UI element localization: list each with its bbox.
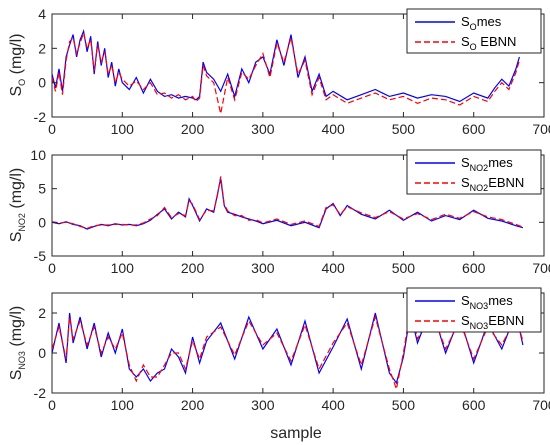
panel-sno3-ylabel: SNO3 (mg/l) bbox=[8, 306, 27, 381]
panel-so-xtick-label: 500 bbox=[392, 121, 416, 137]
panel-sno3-xtick-label: 400 bbox=[321, 397, 345, 413]
panel-sno2-legend-box bbox=[406, 149, 542, 195]
panel-so-legend-box bbox=[406, 8, 542, 54]
panel-so: SO (mg/l) 0100200300400500600700-2024SOm… bbox=[8, 6, 550, 137]
panel-so-ytick-label: 2 bbox=[38, 40, 46, 56]
panel-so-xtick-label: 700 bbox=[532, 121, 550, 137]
panel-sno2-ylabel: SNO2 (mg/l) bbox=[8, 168, 27, 243]
panel-sno3-ytick-label: -2 bbox=[34, 385, 47, 401]
panel-so-xtick-label: 200 bbox=[181, 121, 205, 137]
panel-sno3-xtick-label: 100 bbox=[111, 397, 135, 413]
panel-sno2-legend: SNO2mes SNO2EBNN bbox=[406, 149, 542, 195]
panel-so-xtick-label: 100 bbox=[111, 121, 135, 137]
panel-sno2-series-mes-line bbox=[52, 178, 524, 230]
panel-so-legend-label-ebnn: SO EBNN bbox=[461, 34, 516, 52]
panel-sno3: SNO3 (mg/l) sample 0 100 200 300 400 500 600 70… bbox=[8, 287, 550, 442]
panel-so-xtick-label: 0 bbox=[48, 121, 56, 137]
panel-so-ytick-label: -2 bbox=[34, 109, 47, 125]
panel-sno3-xtick-label: 500 bbox=[392, 397, 416, 413]
panel-so-series-ebnn-line bbox=[52, 30, 520, 114]
panel-sno2-xtick-label: 300 bbox=[251, 260, 275, 276]
panel-sno2-ytick-label: 10 bbox=[30, 147, 46, 163]
panel-so-ylabel: SO (mg/l) bbox=[8, 33, 27, 96]
panel-sno2-legend-label-ebnn: SNO2EBNN bbox=[461, 175, 524, 193]
panel-sno2-xtick-label: 100 bbox=[111, 260, 135, 276]
panel-so-ytick-label: 0 bbox=[38, 75, 46, 91]
panel-sno2-series-ebnn-line bbox=[52, 176, 524, 230]
panel-sno3-xtick-label: 700 bbox=[532, 397, 550, 413]
panel-sno3-series-ebnn-line bbox=[52, 308, 524, 392]
panel-so-xtick-label: 300 bbox=[251, 121, 275, 137]
panel-sno3-legend: SNO3mes SNO3EBNN bbox=[406, 287, 542, 333]
panel-so-series-mes-line bbox=[52, 29, 520, 103]
panel-sno2-xtick-label: 400 bbox=[321, 260, 345, 276]
panel-sno3-legend-label-mes: SNO3mes bbox=[461, 293, 513, 311]
panel-sno3-ytick-label: 2 bbox=[38, 305, 46, 321]
panel-sno3-xtick-label: 0 bbox=[48, 397, 56, 413]
panel-sno2-xtick-label: 500 bbox=[392, 260, 416, 276]
panel-so-xtick-label: 400 bbox=[321, 121, 345, 137]
panel-sno3-xlabel: sample bbox=[270, 425, 322, 442]
panel-sno2-ytick-label: -5 bbox=[34, 248, 47, 264]
panel-so-legend-label-mes: SOmes bbox=[461, 14, 502, 32]
panel-sno2-xtick-label: 200 bbox=[181, 260, 205, 276]
panel-sno2-xtick-label: 0 bbox=[48, 260, 56, 276]
panel-so-ytick-label: 4 bbox=[38, 6, 46, 22]
panel-sno2-legend-label-mes: SNO2mes bbox=[461, 155, 513, 173]
panel-sno3-xtick-label: 300 bbox=[251, 397, 275, 413]
panel-sno3-ytick-label: 0 bbox=[38, 345, 46, 361]
panel-sno2-xtick-label: 600 bbox=[462, 260, 486, 276]
panel-sno3-xtick-label: 600 bbox=[462, 397, 486, 413]
panel-sno3-series-mes-line bbox=[52, 305, 524, 385]
panel-sno2: SNO2 (mg/l) 0100200300400500600700-50510… bbox=[8, 147, 550, 276]
panel-sno2-ytick-label: 5 bbox=[38, 181, 46, 197]
panel-sno3-legend-box bbox=[406, 287, 542, 333]
panel-sno2-xtick-label: 700 bbox=[532, 260, 550, 276]
panel-so-legend: SOmes SO EBNN bbox=[406, 8, 542, 54]
panel-sno2-ytick-label: 0 bbox=[38, 214, 46, 230]
panel-sno3-legend-label-ebnn: SNO3EBNN bbox=[461, 313, 524, 331]
panel-sno3-xtick-label: 200 bbox=[181, 397, 205, 413]
panel-so-xtick-label: 600 bbox=[462, 121, 486, 137]
